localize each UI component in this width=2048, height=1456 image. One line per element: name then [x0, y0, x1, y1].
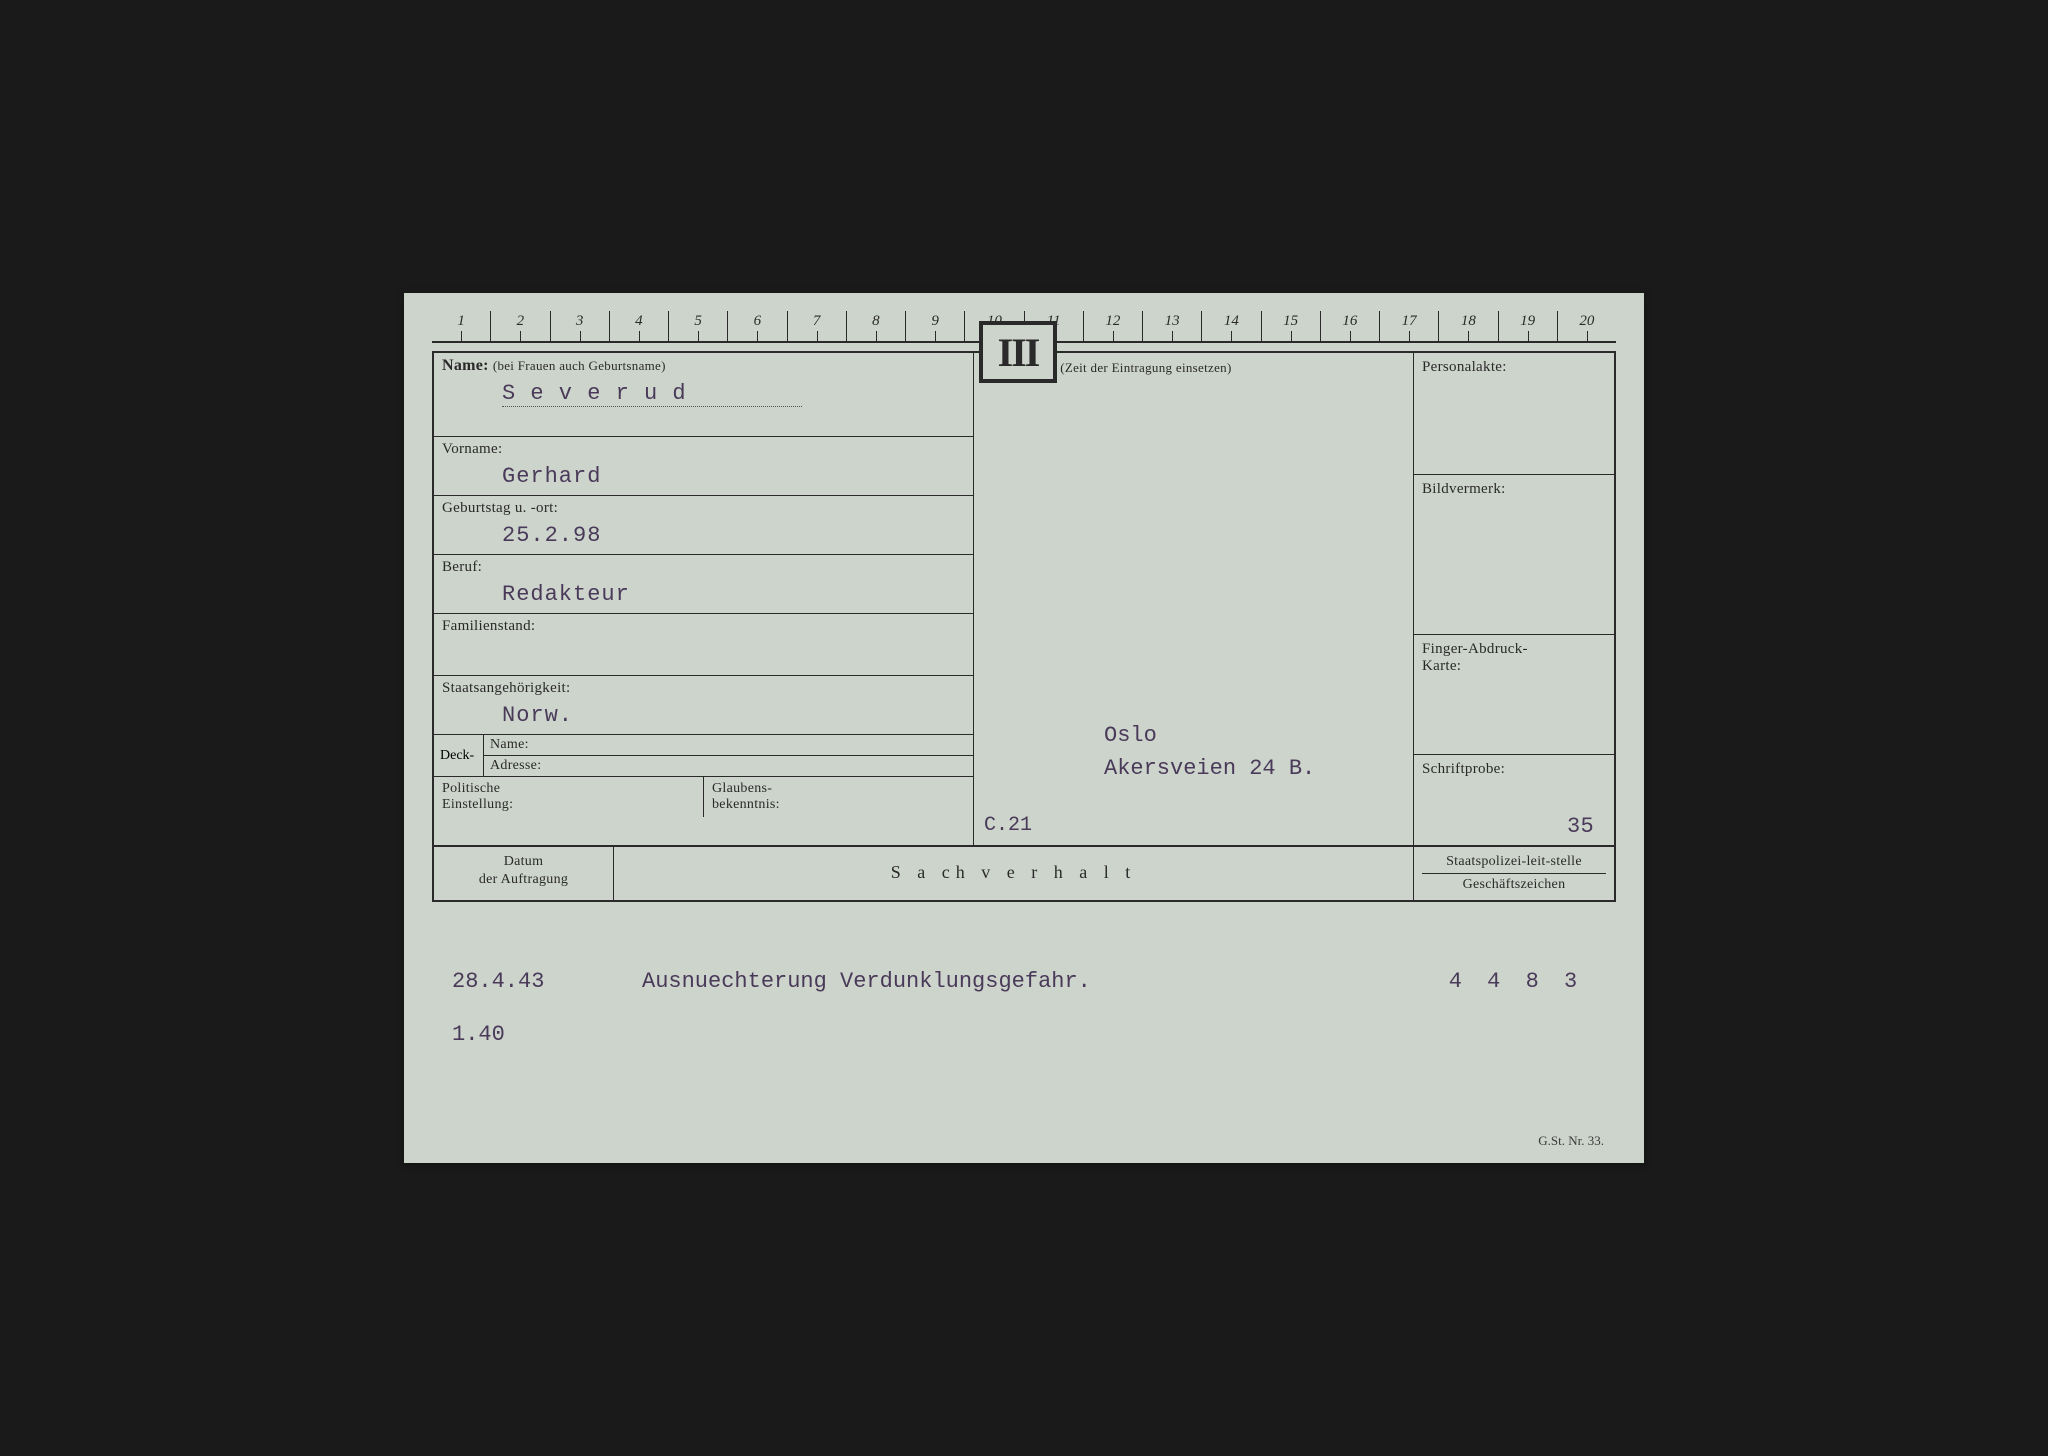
name-section: Name: (bei Frauen auch Geburtsname) S e … — [434, 353, 973, 437]
address-block: Oslo Akersveien 24 B. — [1104, 719, 1315, 785]
familien-section: Familienstand: — [434, 614, 973, 676]
beruf-label: Beruf: — [442, 559, 965, 576]
bottom-split: Politische Einstellung: Glaubens- bekenn… — [434, 777, 973, 817]
ruler-cell: 19 — [1498, 311, 1557, 341]
ruler-cell: 7 — [787, 311, 846, 341]
index-card: 1234567891011121314151617181920 III Name… — [404, 293, 1644, 1163]
entry-numbers: 4 4 8 3 — [1416, 952, 1616, 1066]
address-line1: Oslo — [1104, 719, 1315, 752]
ruler-cell: 4 — [609, 311, 668, 341]
entry-texts: Ausnuechterung Verdunklungsgefahr. — [612, 952, 1416, 1066]
entry-date-1: 1.40 — [452, 1009, 600, 1062]
geburt-value: 25.2.98 — [442, 517, 965, 552]
staatspolizei-line2: Geschäftszeichen — [1422, 876, 1606, 894]
right-column: Personalakte: Bildvermerk: Finger-Abdruc… — [1414, 353, 1614, 845]
code: C.21 — [984, 814, 1032, 837]
footer-text: G.St. Nr. 33. — [1538, 1133, 1604, 1149]
schriftprobe-label: Schriftprobe: — [1422, 761, 1505, 777]
ruler-cell: 13 — [1142, 311, 1201, 341]
lower-header: Datum der Auftragung S a ch v e r h a l … — [432, 847, 1616, 902]
personalakte-label: Personalakte: — [1414, 353, 1614, 475]
main-grid: III Name: (bei Frauen auch Geburtsname) … — [432, 351, 1616, 847]
ruler-cell: 6 — [727, 311, 786, 341]
staats-value: Norw. — [442, 697, 965, 732]
schriftprobe-cell: Schriftprobe: 35 — [1414, 755, 1614, 845]
vorname-label: Vorname: — [442, 441, 965, 458]
roman-stamp: III — [979, 321, 1057, 383]
entry-text-0: Ausnuechterung Verdunklungsgefahr. — [642, 956, 1404, 1009]
bildvermerk-label: Bildvermerk: — [1414, 475, 1614, 635]
ruler-cell: 2 — [490, 311, 549, 341]
entry-dates: 28.4.43 1.40 — [432, 952, 612, 1066]
ruler-cell: 12 — [1083, 311, 1142, 341]
vorname-section: Vorname: Gerhard — [434, 437, 973, 496]
ruler-cell: 1 — [432, 311, 490, 341]
name-value: S e v e r u d — [442, 375, 965, 411]
deck-label: Deck- — [434, 735, 484, 776]
left-column: Name: (bei Frauen auch Geburtsname) S e … — [434, 353, 974, 845]
ruler-cell: 3 — [550, 311, 609, 341]
glaubens-label: Glaubens- bekenntnis: — [704, 777, 973, 817]
ruler-cell: 8 — [846, 311, 905, 341]
staats-label: Staatsangehörigkeit: — [442, 680, 965, 697]
beruf-section: Beruf: Redakteur — [434, 555, 973, 614]
deck-adresse-label: Adresse: — [484, 756, 973, 776]
ruler-cell: 15 — [1261, 311, 1320, 341]
familien-label: Familienstand: — [442, 618, 965, 635]
ruler-cell: 20 — [1557, 311, 1616, 341]
ruler-cell: 16 — [1320, 311, 1379, 341]
ruler-cell: 14 — [1201, 311, 1260, 341]
vorname-value: Gerhard — [442, 458, 965, 493]
wohnung-hint: (Zeit der Eintragung einsetzen) — [1060, 360, 1231, 375]
datum-header: Datum der Auftragung — [434, 847, 614, 900]
mid-column: Wohnung: (Zeit der Eintragung einsetzen)… — [974, 353, 1414, 845]
ruler-cell: 17 — [1379, 311, 1438, 341]
ruler-cell: 9 — [905, 311, 964, 341]
staatspolizei-line1: Staatspolizei-leit-stelle — [1422, 853, 1606, 874]
schriftprobe-value: 35 — [1567, 814, 1594, 839]
politische-label: Politische Einstellung: — [434, 777, 704, 817]
familien-value — [442, 635, 965, 645]
entry-date-0: 28.4.43 — [452, 956, 600, 1009]
deck-name-label: Name: — [484, 735, 973, 756]
name-hint: (bei Frauen auch Geburtsname) — [493, 358, 666, 373]
geburt-section: Geburtstag u. -ort: 25.2.98 — [434, 496, 973, 555]
entry-num-0: 4 4 8 3 — [1428, 956, 1604, 1009]
fingerabdruck-label: Finger-Abdruck- Karte: — [1414, 635, 1614, 755]
geburt-label: Geburtstag u. -ort: — [442, 500, 965, 517]
address-line2: Akersveien 24 B. — [1104, 752, 1315, 785]
staatspolizei-header: Staatspolizei-leit-stelle Geschäftszeich… — [1414, 847, 1614, 900]
beruf-value: Redakteur — [442, 576, 965, 611]
ruler-cell: 18 — [1438, 311, 1497, 341]
stamp-text: III — [998, 329, 1039, 376]
staats-section: Staatsangehörigkeit: Norw. — [434, 676, 973, 735]
entries-grid: 28.4.43 1.40 Ausnuechterung Verdunklungs… — [432, 902, 1616, 1066]
name-label: Name: — [442, 357, 489, 374]
sachverhalt-header: S a ch v e r h a l t — [614, 847, 1414, 900]
ruler-cell: 5 — [668, 311, 727, 341]
deck-section: Deck- Name: Adresse: — [434, 735, 973, 777]
